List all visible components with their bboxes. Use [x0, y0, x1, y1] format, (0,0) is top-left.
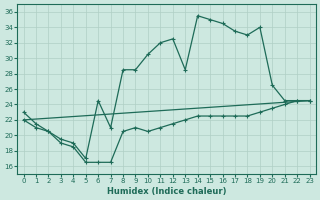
X-axis label: Humidex (Indice chaleur): Humidex (Indice chaleur) — [107, 187, 226, 196]
